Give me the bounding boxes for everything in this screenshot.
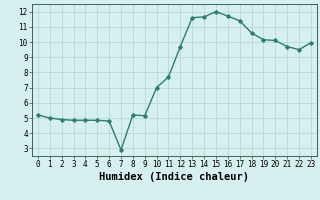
X-axis label: Humidex (Indice chaleur): Humidex (Indice chaleur) <box>100 172 249 182</box>
